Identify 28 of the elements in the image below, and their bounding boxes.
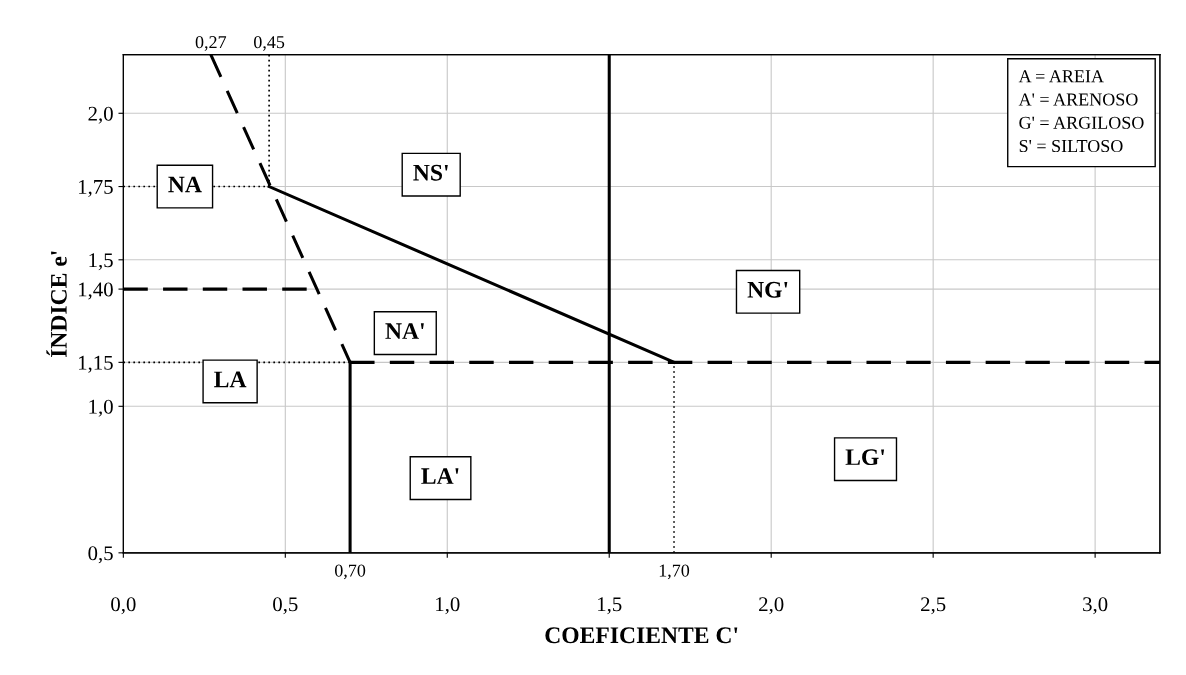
y-tick-label: 0,5 [88,546,113,564]
y-tick-label: 1,15 [79,355,113,373]
x-axis-title: COEFICIENTE C' [545,627,738,644]
y-tick-label: 1,0 [89,399,113,417]
x-tick-label: 2,5 [921,597,946,615]
y-tick-label: 1,40 [79,282,113,300]
annotation: LG' [845,449,885,466]
x-tick-label: 0,5 [273,597,298,615]
x2-tick-label: 0,27 [195,36,227,51]
annotation: 0,70 [334,564,366,580]
y-tick-label: 1,5 [89,253,113,271]
y-tick-label: 1,75 [79,180,113,197]
annotation: NS' [413,164,448,181]
y-axis-title: ÍNDICE e' [46,251,67,358]
x2-tick-label: 0,45 [254,36,285,51]
annotation: LA' [421,468,459,484]
x-tick-label: 2,0 [759,597,784,615]
annotation: 1,70 [659,564,690,580]
annotation: A = AREIA A' = ARENOSO G' = ARGILOSO S' = SILTOSO [1018,70,1144,153]
annotation: LA [214,371,247,388]
annotation: NG' [747,281,788,298]
annotation: NA [168,176,202,193]
y-tick-label: 2,0 [88,106,113,124]
annotation: NA' [385,323,424,339]
x-tick-label: 3,0 [1083,597,1108,615]
x-tick-label: 1,0 [436,597,460,615]
x-tick-label: 0,0 [111,597,136,615]
x-tick-label: 1,5 [598,597,622,615]
